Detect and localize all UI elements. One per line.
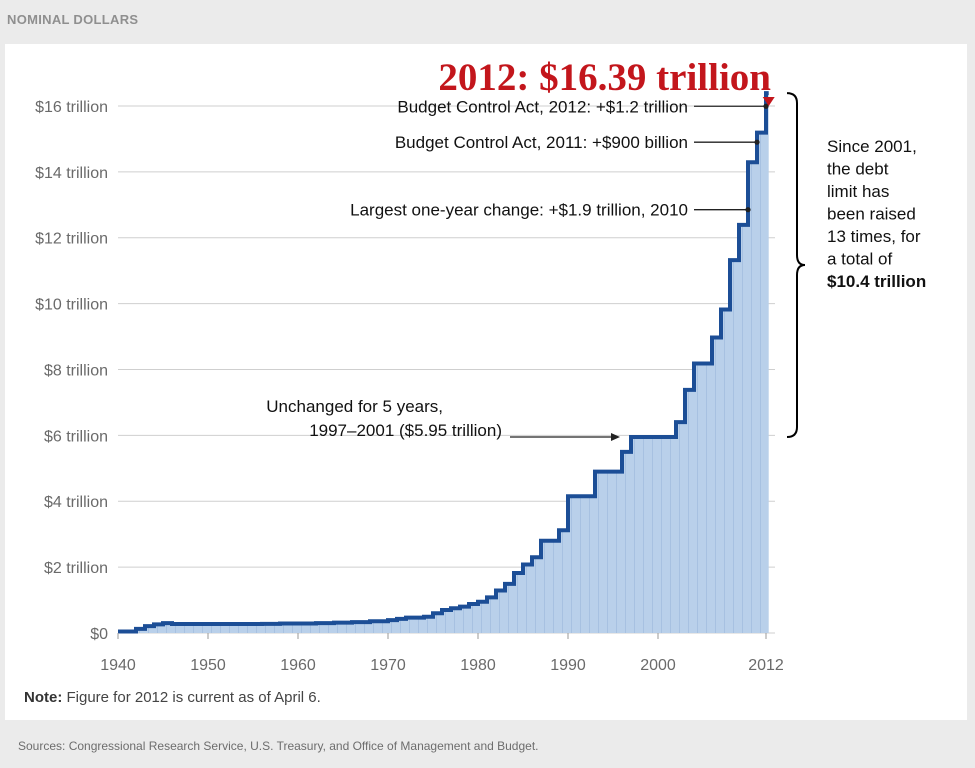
- y-tick-label: $6 trillion: [44, 428, 108, 445]
- chart-title: 2012: $16.39 trillion: [438, 56, 771, 99]
- x-tick-label: 2012: [748, 657, 784, 674]
- y-tick-label: $2 trillion: [44, 560, 108, 577]
- x-tick-label: 2000: [640, 657, 676, 674]
- bracket-text-line: limit has: [827, 182, 889, 201]
- y-tick-label: $0: [90, 626, 108, 643]
- x-tick-label: 1970: [370, 657, 406, 674]
- x-tick-label: 1940: [100, 657, 136, 674]
- y-tick-label: $8 trillion: [44, 362, 108, 379]
- x-tick-label: 1980: [460, 657, 496, 674]
- note-label: Note:: [24, 689, 62, 706]
- annotation-largest-change: Largest one-year change: +$1.9 trillion,…: [350, 201, 688, 220]
- annotation-dot: [745, 207, 751, 213]
- annotations: Budget Control Act, 2012: +$1.2 trillion…: [266, 97, 769, 441]
- annotation-dot: [763, 103, 769, 109]
- x-axis-labels: 1940 1950 1960 1970 1980 1990 2000 2012: [100, 633, 784, 674]
- source-text: Sources: Congressional Research Service,…: [18, 739, 539, 753]
- area-fill: [118, 93, 769, 633]
- y-tick-label: $4 trillion: [44, 494, 108, 511]
- x-tick-label: 1950: [190, 657, 226, 674]
- x-tick-label: 1990: [550, 657, 586, 674]
- headline-marker: [762, 97, 775, 106]
- x-tick-label: 1960: [280, 657, 316, 674]
- note-text: Figure for 2012 is current as of April 6…: [62, 689, 320, 706]
- unit-label: NOMINAL DOLLARS: [7, 12, 139, 27]
- bracket-text-line: the debt: [827, 160, 889, 179]
- annotation-line: Unchanged for 5 years,: [266, 397, 443, 416]
- bracket: [786, 92, 806, 438]
- bracket-text-line: Since 2001,: [827, 137, 917, 156]
- annotation-line: 1997–2001 ($5.95 trillion): [309, 421, 502, 440]
- bracket-text-line: 13 times, for: [827, 227, 921, 246]
- note: Note: Figure for 2012 is current as of A…: [24, 689, 321, 706]
- debt-limit-line: [118, 91, 769, 634]
- y-axis-labels: $0 $2 trillion $4 trillion $6 trillion $8 tr…: [35, 99, 108, 643]
- debt-limit-chart: $0 $2 trillion $4 trillion $6 trillion $8 tr…: [24, 56, 926, 706]
- annotation-bca-2012: Budget Control Act, 2012: +$1.2 trillion: [397, 97, 688, 116]
- bracket-text: Since 2001, the debt limit has been raised 1…: [827, 137, 926, 291]
- annotation-arrow: [611, 433, 620, 441]
- annotation-bca-2011: Budget Control Act, 2011: +$900 billion: [395, 133, 688, 152]
- y-tick-label: $10 trillion: [35, 297, 108, 314]
- y-tick-label: $14 trillion: [35, 165, 108, 182]
- y-tick-label: $12 trillion: [35, 231, 108, 248]
- bracket-text-line: a total of: [827, 250, 892, 269]
- annotation-unchanged: Unchanged for 5 years, 1997–2001 ($5.95 t…: [266, 397, 502, 440]
- chart-card: $0 $2 trillion $4 trillion $6 trillion $8 tr…: [5, 44, 967, 720]
- y-tick-label: $16 trillion: [35, 99, 108, 116]
- gridlines: [118, 105, 775, 634]
- bracket-total: $10.4 trillion: [827, 272, 926, 291]
- annotation-dot: [754, 139, 760, 145]
- bracket-text-line: been raised: [827, 205, 916, 224]
